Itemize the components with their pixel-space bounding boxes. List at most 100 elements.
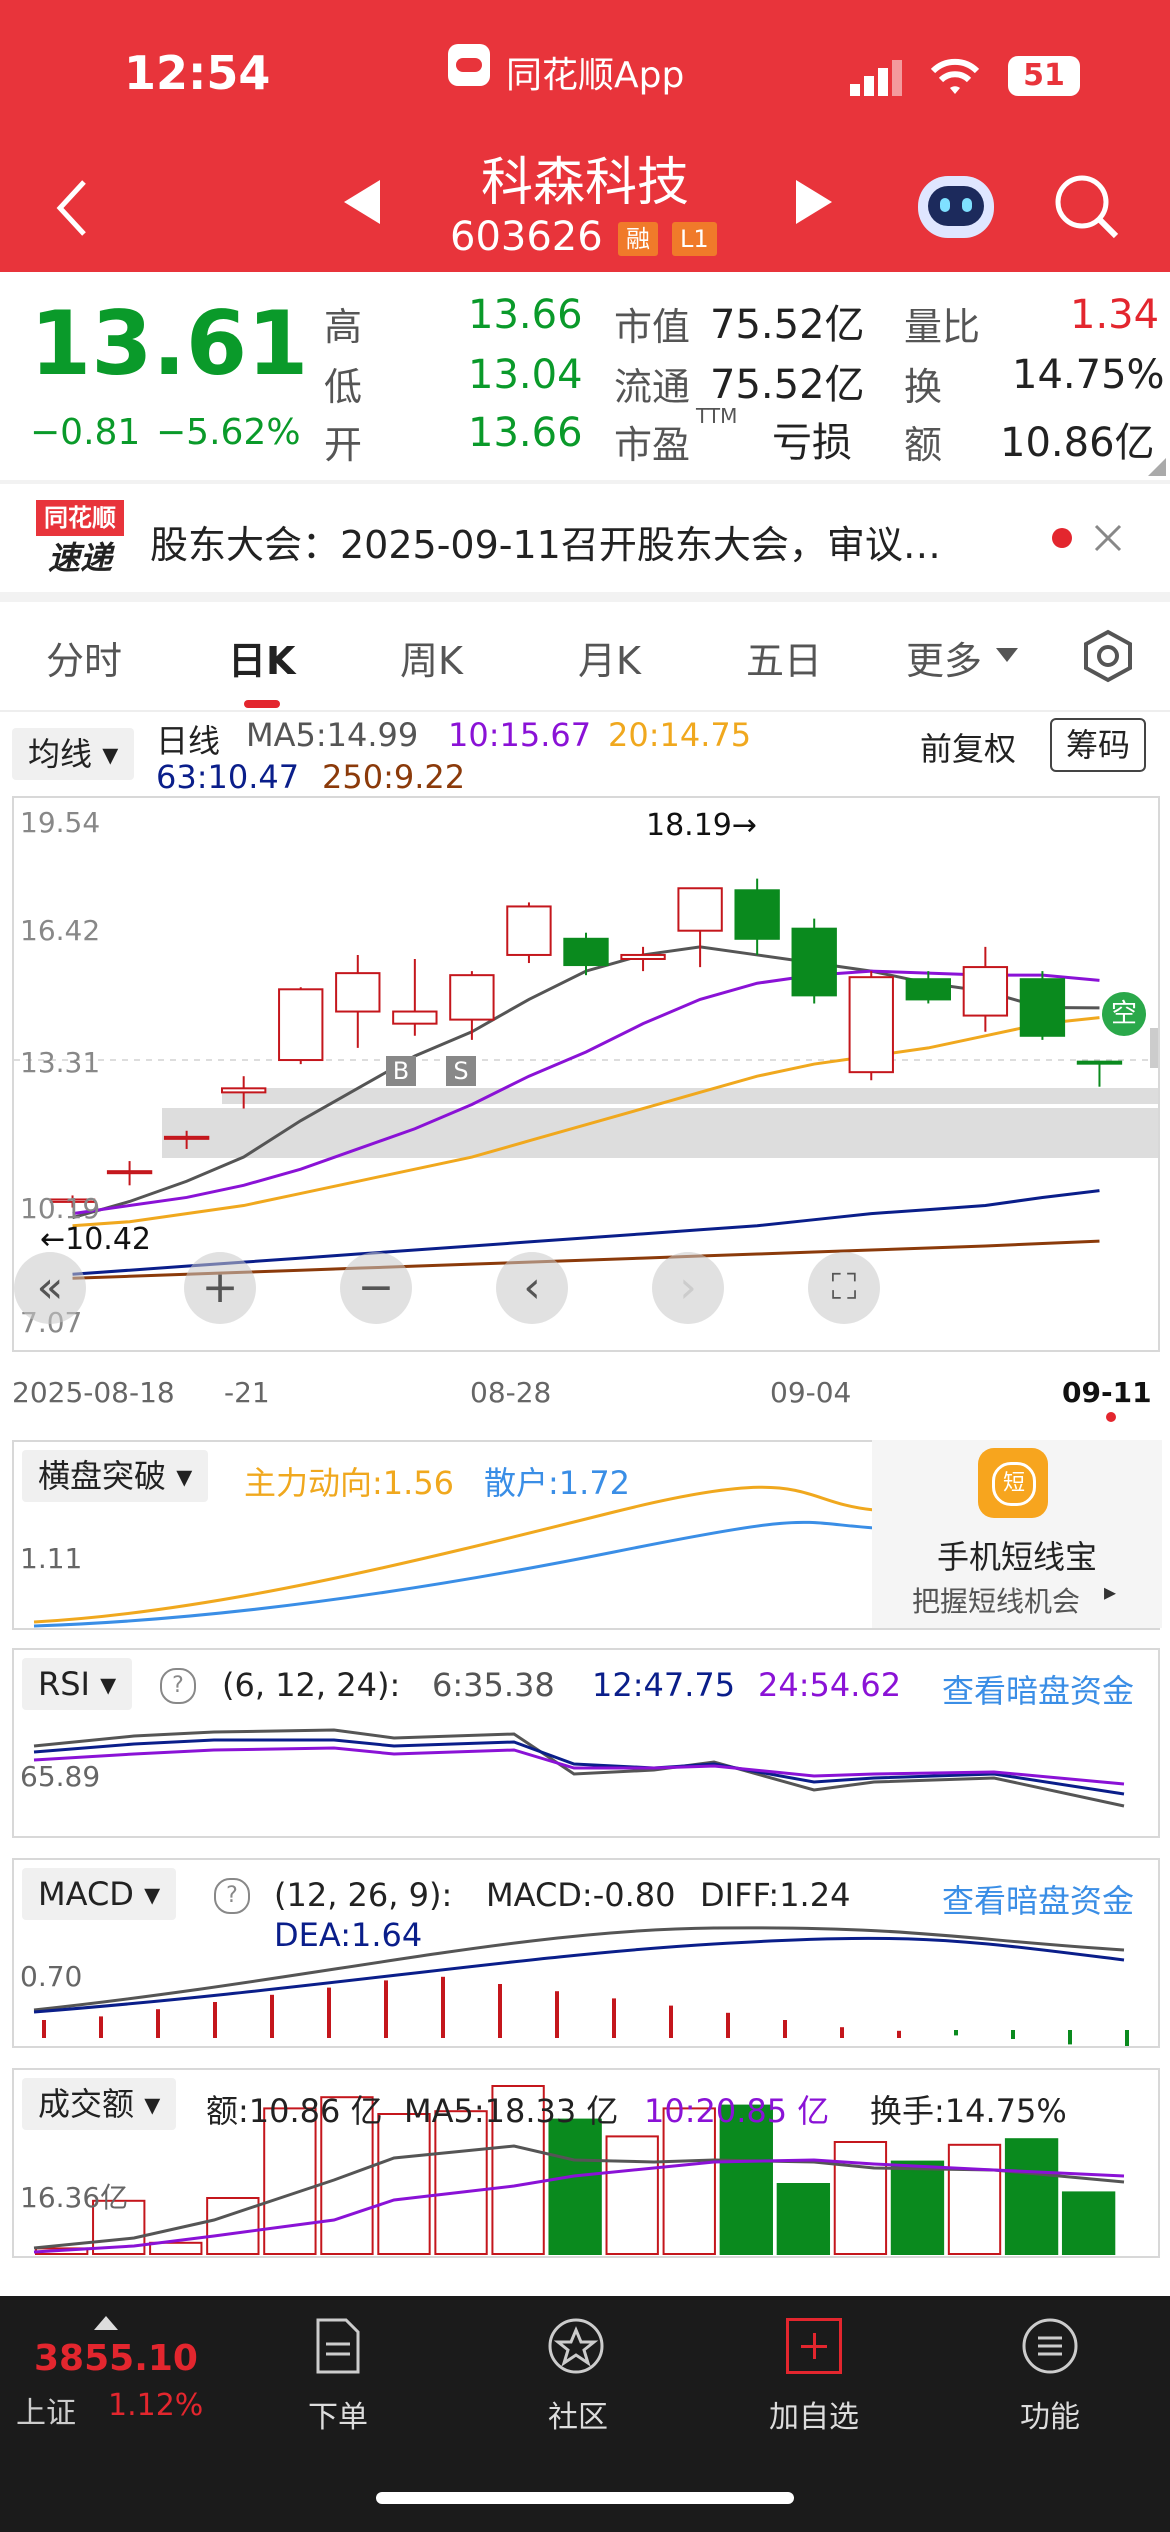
search-icon[interactable] — [1052, 172, 1122, 242]
trend-panel[interactable]: 1.11 — [12, 1440, 1160, 1630]
rsi-dark-pool-link[interactable]: 查看暗盘资金 — [942, 1672, 1135, 1710]
robot-assistant-icon[interactable] — [918, 170, 994, 240]
trend-lines — [33, 1485, 875, 1628]
nav-functions[interactable]: 功能 — [1020, 2400, 1080, 2435]
expand-corner-icon[interactable] — [1148, 458, 1166, 476]
candle-body[interactable] — [962, 966, 1009, 1017]
nav-community[interactable]: 社区 — [548, 2400, 608, 2435]
rsi-selector[interactable]: RSI ▾ — [22, 1658, 133, 1710]
macd-selector-label: MACD — [38, 1875, 134, 1913]
index-value[interactable]: 3855.10 — [34, 2338, 198, 2379]
candle-body[interactable] — [163, 1135, 210, 1140]
rsi-help-icon[interactable]: ? — [160, 1668, 196, 1704]
rsi24-value: 24:54.62 — [758, 1666, 902, 1704]
candle-body[interactable] — [221, 1087, 267, 1094]
empty-signal-badge[interactable]: 空 — [1102, 992, 1146, 1036]
mktcap-value: 75.52亿 — [710, 302, 865, 348]
news-text[interactable]: 股东大会：2025-09-11召开股东大会，审议… — [150, 523, 941, 567]
rsi-panel[interactable]: 65.89 — [12, 1648, 1160, 1838]
order-icon[interactable] — [312, 2316, 364, 2376]
candle-body[interactable] — [449, 974, 495, 1021]
active-tab-indicator — [244, 700, 280, 708]
candle-body[interactable] — [506, 905, 552, 956]
promo-title: 手机短线宝 — [936, 1538, 1097, 1576]
scroll-far-left-icon[interactable]: « — [14, 1252, 86, 1324]
tab-intraday[interactable]: 分时 — [46, 639, 123, 683]
candle-body[interactable] — [620, 953, 666, 960]
promo-card[interactable]: 短 手机短线宝 把握短线机会 ▸ — [872, 1440, 1162, 1628]
status-time: 12:54 — [124, 46, 271, 100]
candle-body[interactable] — [563, 937, 609, 967]
amount-selector[interactable]: 成交额 ▾ — [22, 2078, 177, 2130]
zoom-out-icon[interactable]: − — [340, 1252, 412, 1324]
y-label: 16.42 — [20, 914, 101, 947]
today-dot-icon — [1106, 1412, 1116, 1422]
add-watchlist-icon[interactable] — [786, 2318, 842, 2374]
candle-body[interactable] — [392, 1010, 438, 1025]
candle-body[interactable] — [335, 972, 381, 1013]
app-name: 同花顺App — [506, 55, 685, 96]
sell-signal[interactable]: S — [446, 1056, 476, 1086]
next-stock-icon[interactable] — [796, 180, 832, 224]
close-icon[interactable] — [1094, 524, 1122, 552]
ma-selector[interactable]: 均线 ▾ — [12, 728, 135, 780]
tab-monthly-k[interactable]: 月K — [578, 639, 641, 683]
nav-add-watchlist[interactable]: 加自选 — [769, 2400, 859, 2435]
tab-five-day[interactable]: 五日 — [746, 639, 823, 683]
stock-code: 603626 — [450, 214, 603, 260]
x-label: 09-11 — [1062, 1376, 1152, 1409]
candle-body[interactable] — [1076, 1060, 1123, 1065]
tab-weekly-k[interactable]: 周K — [400, 639, 463, 683]
amount-bar — [149, 2241, 203, 2256]
candle-body[interactable] — [734, 889, 780, 940]
tab-more[interactable]: 更多 — [906, 639, 983, 683]
nav-order[interactable]: 下单 — [308, 2400, 368, 2435]
chevron-down-icon[interactable] — [996, 648, 1018, 664]
scroll-right-icon[interactable]: › — [652, 1252, 724, 1324]
macd-selector[interactable]: MACD ▾ — [22, 1868, 177, 1920]
fullscreen-icon[interactable]: ⛶ — [808, 1252, 880, 1324]
back-arrow-icon[interactable] — [52, 178, 92, 238]
unread-dot-icon — [1052, 528, 1072, 548]
candle-body[interactable] — [848, 976, 894, 1074]
community-icon[interactable] — [546, 2316, 606, 2376]
macd-dark-pool-link[interactable]: 查看暗盘资金 — [942, 1882, 1135, 1920]
candle-body[interactable] — [106, 1170, 153, 1175]
chips-button[interactable]: 筹码 — [1050, 718, 1147, 772]
low-marker: ←10.42 — [40, 1222, 152, 1257]
settings-hex-icon[interactable] — [1080, 628, 1136, 684]
news-logo-bottom: 速递 — [47, 539, 112, 577]
x-label: 2025-08-18 — [12, 1376, 175, 1409]
prev-stock-icon[interactable] — [344, 180, 380, 224]
amount-panel[interactable]: 16.36亿 — [12, 2068, 1160, 2258]
promo-icon-char: 短 — [992, 1462, 1036, 1506]
candle-body[interactable] — [791, 927, 837, 997]
amount-bar — [434, 2110, 488, 2256]
separator — [0, 592, 1170, 602]
macd-params: (12, 26, 9): — [274, 1876, 453, 1914]
candle-body[interactable] — [1019, 978, 1066, 1037]
buy-signal[interactable]: B — [386, 1056, 416, 1086]
adjust-mode[interactable]: 前复权 — [920, 730, 1017, 768]
scroll-left-icon[interactable]: ‹ — [496, 1252, 568, 1324]
zoom-in-icon[interactable]: + — [184, 1252, 256, 1324]
tab-daily-k[interactable]: 日K — [228, 639, 296, 683]
macd-help-icon[interactable]: ? — [214, 1878, 250, 1914]
candle-body[interactable] — [278, 988, 324, 1062]
macd-panel[interactable]: 0.70 — [12, 1858, 1160, 2048]
index-name: 上证 — [16, 2396, 76, 2431]
candle-body[interactable] — [677, 887, 723, 932]
dea-value: DEA:1.64 — [274, 1916, 423, 1954]
x-label: -21 — [224, 1376, 270, 1409]
scroll-handle[interactable] — [1150, 1028, 1158, 1068]
home-indicator — [376, 2492, 794, 2504]
float-label: 流通 — [614, 365, 691, 409]
y-label: 10.19 — [20, 1192, 101, 1225]
menu-icon[interactable] — [1020, 2316, 1080, 2376]
candle-body[interactable] — [905, 978, 951, 1001]
kline-chart[interactable]: 19.54 16.42 13.31 10.19 7.07 18.19→ ←10.… — [12, 796, 1160, 1352]
open-label: 开 — [324, 423, 363, 467]
trend-selector[interactable]: 横盘突破 ▾ — [22, 1450, 209, 1502]
candle-body[interactable] — [49, 1198, 96, 1203]
news-bar[interactable]: 同花顺 速递 股东大会：2025-09-11召开股东大会，审议… — [0, 484, 1170, 592]
